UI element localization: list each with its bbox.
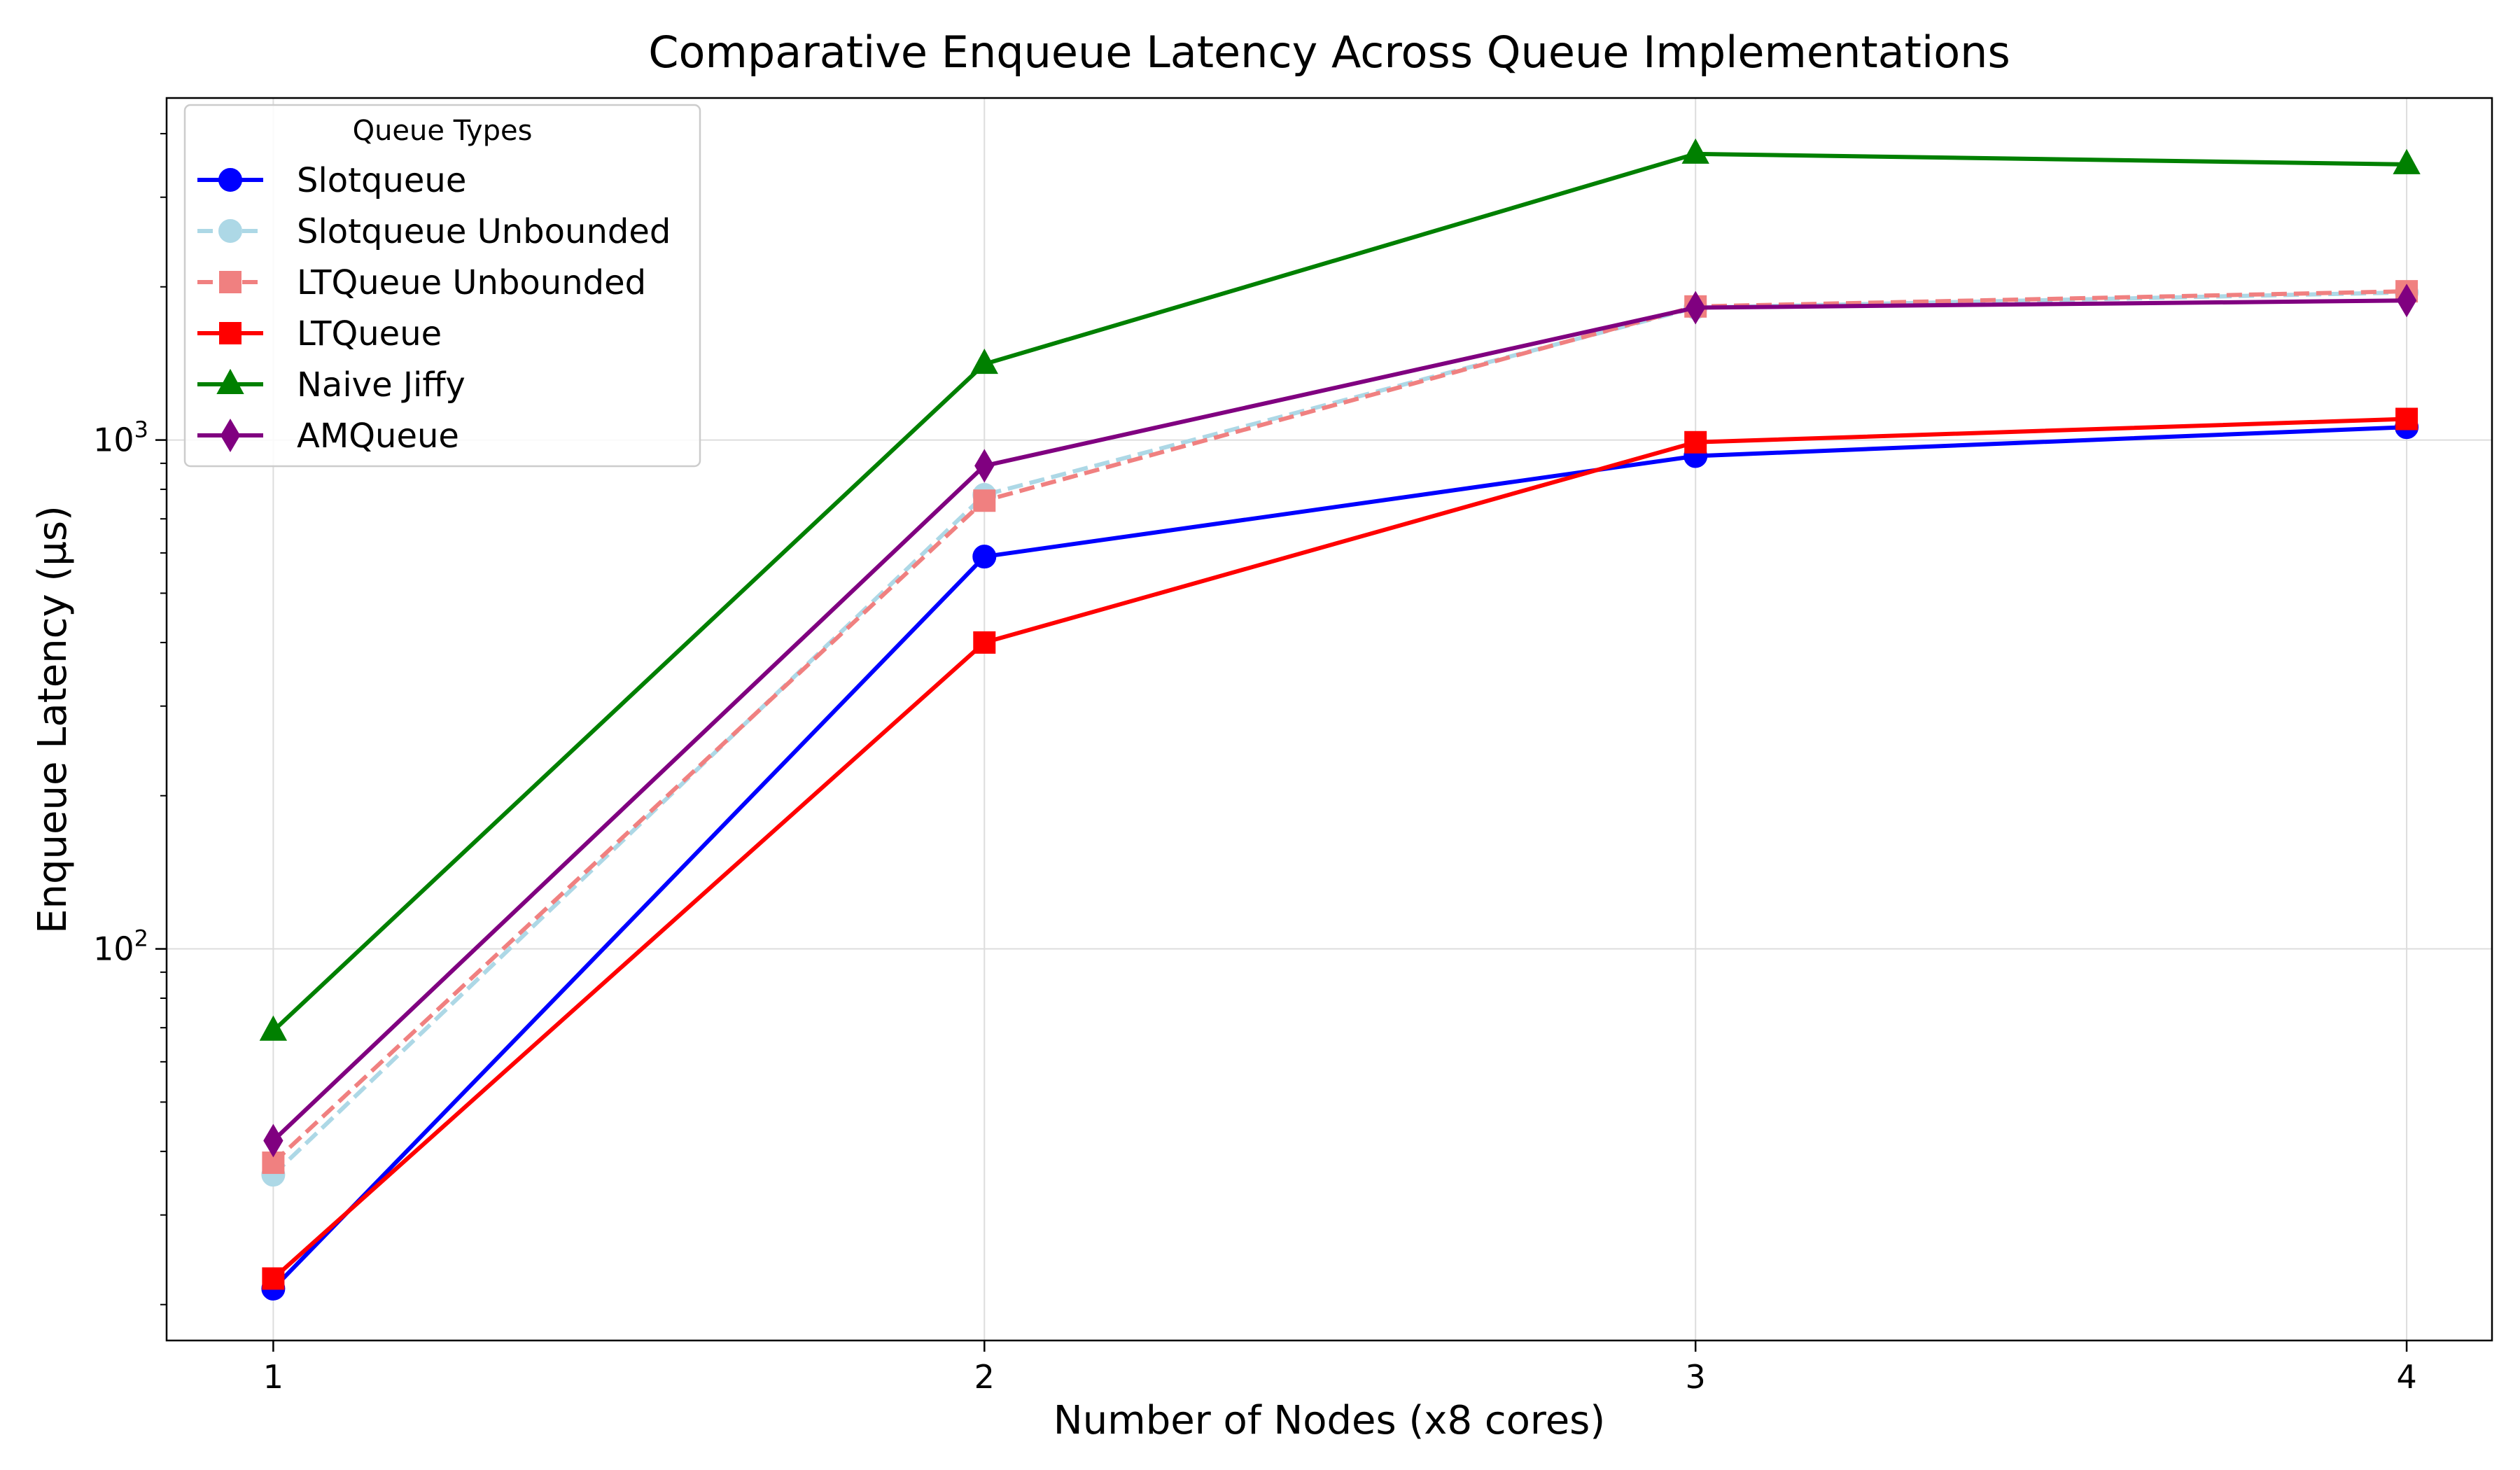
legend-label: Slotqueue Unbounded xyxy=(297,212,671,251)
legend-item-naive-jiffy: Naive Jiffy xyxy=(197,365,465,405)
legend-entries: Slotqueue Slotqueue Unbounded LTQueue Unbo… xyxy=(197,161,671,456)
series-slotqueue xyxy=(261,415,2419,1301)
legend-title: Queue Types xyxy=(353,115,533,147)
legend-swatch-marker xyxy=(218,168,242,192)
data-point xyxy=(972,545,997,569)
legend-label: LTQueue xyxy=(297,314,442,354)
data-point xyxy=(970,349,998,374)
x-axis-label: Number of Nodes (x8 cores) xyxy=(1054,1398,1605,1443)
data-point xyxy=(973,631,996,654)
data-point xyxy=(2393,148,2421,174)
series-line xyxy=(272,298,2407,1142)
data-point xyxy=(1684,430,1707,454)
series-line xyxy=(272,425,2407,1290)
legend-item-ltqueue-unbounded: LTQueue Unbounded xyxy=(197,263,646,302)
data-point xyxy=(2396,284,2417,318)
series-line xyxy=(272,416,2407,1280)
data-point xyxy=(262,1267,285,1290)
legend-item-ltqueue: LTQueue xyxy=(197,314,442,354)
legend: Queue Types Slotqueue Slotqueue Unbounded… xyxy=(183,104,701,468)
chart-title: Comparative Enqueue Latency Across Queue… xyxy=(648,27,2010,78)
y-tick-label: 102 xyxy=(93,925,148,968)
legend-swatch-marker xyxy=(218,219,242,243)
legend-item-slotqueue: Slotqueue xyxy=(197,161,466,200)
y-axis-label: Enqueue Latency (µs) xyxy=(30,505,76,934)
data-point xyxy=(2395,407,2418,430)
legend-label: AMQueue xyxy=(297,416,459,456)
x-tick-label: 1 xyxy=(263,1358,284,1396)
data-point xyxy=(259,1015,288,1041)
data-point xyxy=(1681,138,1709,164)
data-point xyxy=(1686,290,1706,325)
ticks: 1 2 3 4 102 103 xyxy=(93,132,2417,1396)
series-amqueue xyxy=(263,284,2417,1158)
legend-label: Slotqueue xyxy=(297,161,466,200)
series-naive-jiffy xyxy=(259,138,2421,1041)
legend-swatch-marker xyxy=(216,368,244,394)
x-tick-label: 2 xyxy=(974,1358,995,1396)
data-point xyxy=(263,1124,284,1158)
y-tick-label: 103 xyxy=(93,416,148,459)
legend-item-amqueue: AMQueue xyxy=(197,416,459,456)
series-ltqueue xyxy=(262,407,2418,1290)
legend-frame xyxy=(183,104,701,468)
series-line xyxy=(272,289,2407,1165)
plot-frame xyxy=(165,97,2493,1342)
legend-label: Naive Jiffy xyxy=(297,365,465,405)
data-point xyxy=(973,489,996,512)
legend-label: LTQueue Unbounded xyxy=(297,263,646,302)
data-point xyxy=(974,449,995,483)
series-line xyxy=(272,151,2407,1032)
legend-swatch-marker xyxy=(219,322,241,344)
x-tick-label: 3 xyxy=(1686,1358,1706,1396)
series-layer xyxy=(259,138,2421,1301)
legend-swatch-marker xyxy=(220,419,241,452)
legend-swatch-marker xyxy=(219,271,241,293)
x-tick-label: 4 xyxy=(2396,1358,2416,1396)
legend-item-slotqueue-unbounded: Slotqueue Unbounded xyxy=(197,212,671,251)
